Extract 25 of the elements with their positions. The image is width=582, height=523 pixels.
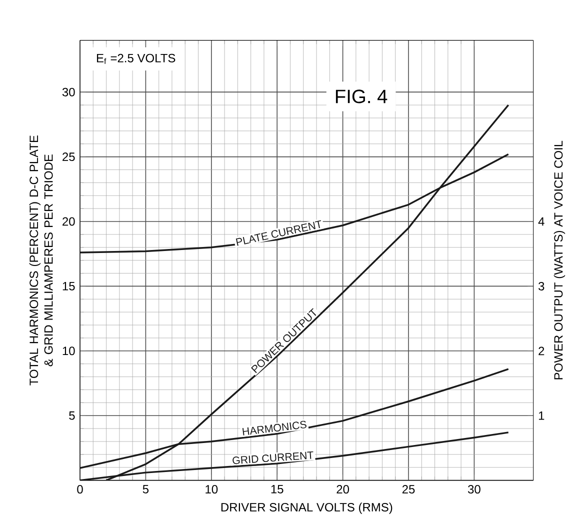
y2-tick-label: 2 — [538, 346, 544, 356]
y-tick-label: 15 — [62, 282, 75, 290]
x-tick-label: 10 — [206, 485, 218, 494]
y2-axis-title: POWER OUTPUT (WATTS) AT VOICE COIL — [554, 140, 566, 380]
x-tick-label: 0 — [77, 485, 83, 494]
y-tick-label: 10 — [62, 346, 75, 356]
text: PLATE CURRENT — [236, 220, 322, 246]
y-tick-label: 20 — [62, 217, 75, 226]
x-tick-label: 20 — [336, 485, 350, 494]
y2-tick-label: 4 — [538, 217, 544, 226]
x-tick-label: 30 — [468, 485, 480, 494]
y-tick-label: 5 — [69, 411, 75, 420]
x-tick-label: 5 — [142, 485, 149, 494]
text: HARMONICS — [242, 420, 306, 436]
y-axis-title: TOTAL HARMONICS (PERCENT) D-C PLATE & GRID MILLIAMPERES PER TRIODE — [29, 136, 53, 386]
y-tick-label: 25 — [62, 152, 75, 162]
y2-tick-label: 1 — [538, 411, 544, 420]
annotation: E$_{f}$ =2.5 VOLTS — [96, 54, 176, 64]
x-tick-label: 15 — [271, 485, 284, 494]
y2-tick-label: 3 — [538, 282, 544, 290]
x-tick-label: 25 — [402, 485, 415, 494]
x-axis-title: DRIVER SIGNAL VOLTS (RMS) — [221, 502, 392, 514]
text: FIG. 4 — [336, 90, 388, 104]
series-label: GRID CURRENT — [232, 451, 314, 464]
y-tick-label: 30 — [62, 88, 75, 96]
